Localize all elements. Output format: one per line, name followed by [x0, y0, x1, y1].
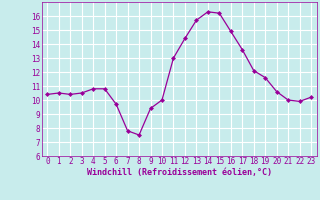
X-axis label: Windchill (Refroidissement éolien,°C): Windchill (Refroidissement éolien,°C) — [87, 168, 272, 177]
